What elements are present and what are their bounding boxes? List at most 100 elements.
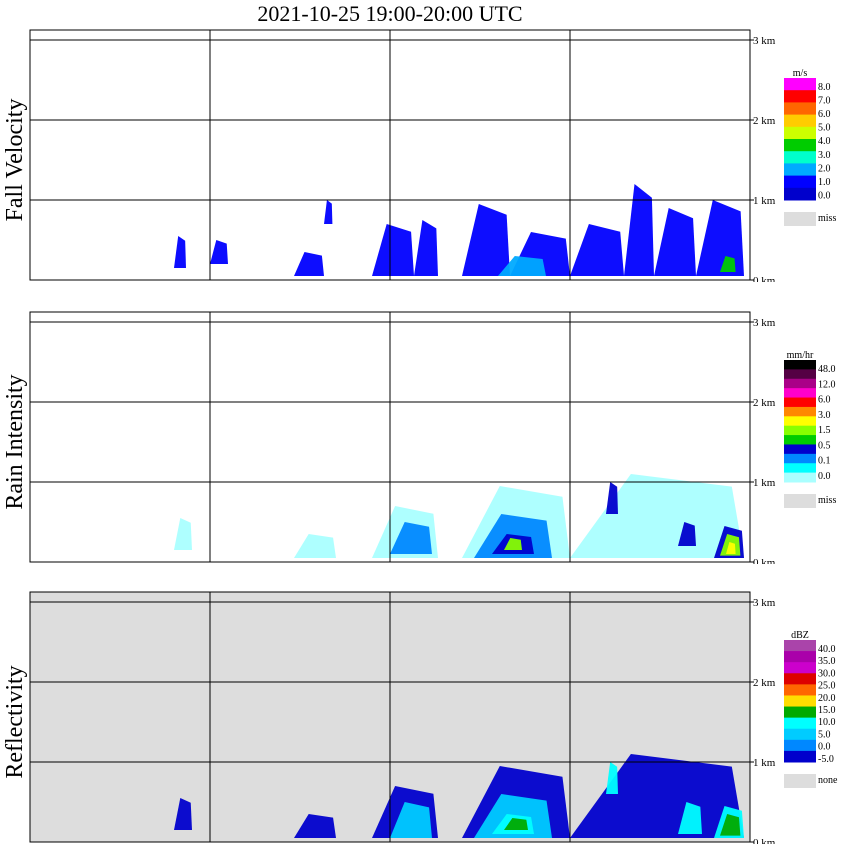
legend-swatch-6 [784, 706, 816, 719]
legend-swatch-9 [784, 739, 816, 752]
echo-0 [174, 798, 192, 830]
legend-swatch-2 [784, 662, 816, 674]
legend-swatch-1 [784, 90, 816, 103]
legend-label-6: 10.0 [818, 717, 836, 728]
legend-swatch-7 [784, 163, 816, 177]
legend-unit: mm/hr [787, 350, 814, 361]
legend-swatch-6 [784, 416, 816, 427]
legend-swatch-1 [784, 369, 816, 380]
legend-label-7: 1.0 [818, 177, 831, 188]
echo-0 [174, 518, 192, 550]
rain-intensity-panel: 19:0019:1519:3019:4520:000 km1 km2 km3 k… [2, 311, 836, 564]
legend-swatch-7 [784, 425, 816, 436]
legend-swatch-9 [784, 187, 816, 201]
legend-swatch-8 [784, 728, 816, 741]
reflectivity-panel: 19:0019:1519:3019:4520:000 km1 km2 km3 k… [2, 591, 838, 844]
legend-label-9: -5.0 [818, 754, 834, 765]
echo-10 [654, 208, 696, 276]
legend-miss-label: miss [818, 495, 836, 506]
legend-miss-swatch [784, 774, 816, 788]
echo-1 [294, 814, 336, 838]
echo-5 [390, 802, 432, 838]
echo-11 [696, 200, 744, 276]
legend-swatch-9 [784, 444, 816, 455]
echo-12 [720, 814, 741, 836]
legend-label-8: 0.0 [818, 742, 831, 753]
legend-swatch-10 [784, 453, 816, 464]
legend-swatch-10 [784, 750, 816, 763]
legend-swatch-4 [784, 397, 816, 408]
legend-swatch-4 [784, 684, 816, 696]
legend-swatch-3 [784, 388, 816, 399]
legend-label-3: 25.0 [818, 681, 836, 692]
legend-label-6: 2.0 [818, 163, 831, 174]
echo-1 [210, 240, 228, 264]
legend-swatch-5 [784, 139, 816, 152]
echo-9 [606, 762, 618, 794]
echo-9 [606, 482, 618, 514]
y-tick-label-3: 3 km [753, 317, 776, 329]
echo-12 [498, 256, 546, 276]
echo-10 [678, 522, 696, 546]
y-axis-label: Fall Velocity [2, 99, 28, 222]
legend-swatch-0 [784, 78, 816, 91]
echo-9 [624, 184, 654, 276]
legend-swatch-7 [784, 717, 816, 730]
legend-unit: dBZ [791, 630, 809, 641]
legend-label-3: 3.0 [818, 410, 831, 421]
legend-swatch-5 [784, 695, 816, 708]
legend-label-5: 0.5 [818, 440, 831, 451]
legend-miss-label: none [818, 775, 838, 786]
legend-label-1: 7.0 [818, 96, 831, 107]
legend-label-3: 5.0 [818, 123, 831, 134]
y-tick-label-2: 2 km [753, 397, 776, 409]
echo-4 [570, 474, 744, 558]
legend-unit: m/s [793, 68, 808, 79]
echo-layer [174, 754, 744, 838]
legend-label-2: 6.0 [818, 395, 831, 406]
legend-swatch-3 [784, 114, 816, 128]
legend-swatch-0 [784, 360, 816, 370]
legend-swatch-8 [784, 435, 816, 445]
echo-6 [462, 204, 510, 276]
echo-2 [294, 252, 324, 276]
y-tick-label-2: 2 km [753, 115, 776, 127]
echo-8 [504, 818, 528, 830]
fall-velocity-panel: 19:0019:1519:3019:4520:000 km1 km2 km3 k… [2, 29, 836, 282]
legend-label-2: 30.0 [818, 668, 836, 679]
echo-4 [372, 224, 414, 276]
legend-label-6: 0.1 [818, 456, 831, 467]
y-axis-label: Rain Intensity [2, 374, 28, 509]
legend-swatch-12 [784, 472, 816, 483]
echo-1 [294, 534, 336, 558]
legend-swatch-1 [784, 651, 816, 663]
y-tick-label-0: 0 km [753, 557, 776, 564]
y-axis-label: Reflectivity [2, 665, 28, 778]
echo-3 [324, 200, 333, 224]
y-tick-label-1: 1 km [753, 477, 776, 489]
legend-label-2: 6.0 [818, 109, 831, 120]
echo-13 [720, 256, 736, 272]
legend-label-0: 8.0 [818, 82, 831, 93]
legend-label-4: 4.0 [818, 136, 831, 147]
legend-swatch-3 [784, 673, 816, 685]
legend-swatch-2 [784, 102, 816, 116]
legend-label-5: 3.0 [818, 150, 831, 161]
y-tick-label-3: 3 km [753, 35, 776, 47]
echo-0 [174, 236, 186, 268]
legend-label-0: 48.0 [818, 364, 836, 375]
legend-miss-swatch [784, 494, 816, 508]
y-tick-label-2: 2 km [753, 677, 776, 689]
echo-13 [726, 542, 736, 554]
legend-swatch-5 [784, 406, 816, 417]
y-tick-label-3: 3 km [753, 597, 776, 609]
legend-label-5: 15.0 [818, 705, 836, 716]
echo-8 [504, 538, 522, 550]
echo-5 [390, 522, 432, 554]
legend-label-0: 40.0 [818, 644, 836, 655]
legend-swatch-11 [784, 463, 816, 474]
legend-swatch-4 [784, 126, 816, 140]
y-tick-label-0: 0 km [753, 275, 776, 282]
legend-miss-label: miss [818, 213, 836, 224]
y-tick-label-0: 0 km [753, 837, 776, 844]
